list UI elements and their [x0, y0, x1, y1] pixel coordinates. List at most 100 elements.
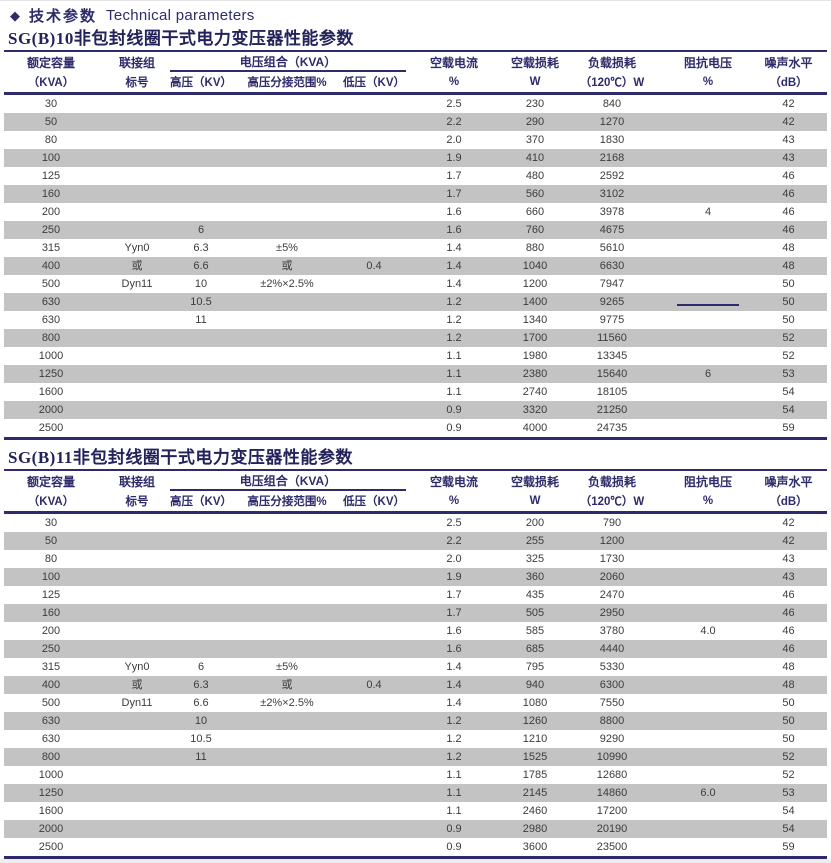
cell-kva: 500: [41, 697, 61, 709]
cell-pk: 9265: [599, 296, 625, 308]
cell-uk: [662, 568, 754, 586]
cell-hv: [176, 802, 226, 820]
header-noload-current: 空载电流: [429, 474, 478, 489]
cell-conn: [98, 514, 176, 532]
cell-lv: [348, 185, 400, 203]
cell-uk: [662, 838, 754, 856]
cell-kva: 80: [44, 134, 58, 146]
cell-i0: 0.9: [446, 404, 462, 416]
header-load-loss: 负载损耗: [587, 474, 636, 489]
cell-p0: 200: [525, 517, 545, 529]
cell-i0: 1.7: [446, 589, 462, 601]
cell-lv: [348, 766, 400, 784]
cell-noise: 48: [782, 661, 795, 673]
cell-conn: [98, 802, 176, 820]
header-noise-unit: （dB）: [769, 77, 808, 89]
cell-tap: [226, 167, 348, 185]
cell-lv: [348, 131, 400, 149]
cell-kva: 100: [41, 571, 61, 583]
cell-p0: 1210: [522, 733, 548, 745]
header-load-loss: 负载损耗: [587, 55, 636, 70]
cell-hv: [176, 95, 226, 113]
cell-uk: [662, 221, 754, 239]
cell-tap: [226, 586, 348, 604]
cell-tap: [226, 550, 348, 568]
cell-hv: 6: [197, 661, 205, 673]
cell-lv: [348, 712, 400, 730]
cell-lv: [348, 365, 400, 383]
cell-lv: [348, 383, 400, 401]
cell-conn: [98, 550, 176, 568]
cell-kva: 100: [41, 152, 61, 164]
cell-uk: [662, 383, 754, 401]
cell-pk: 9775: [599, 314, 625, 326]
cell-lv: [348, 802, 400, 820]
header-noise: 噪声水平: [764, 474, 813, 489]
cell-kva: 1600: [38, 386, 64, 398]
cell-uk: [662, 766, 754, 784]
cell-uk: [662, 329, 754, 347]
cell-kva: 400: [41, 679, 61, 691]
cell-kva: 125: [41, 170, 61, 182]
cell-i0: 1.7: [446, 170, 462, 182]
cell-kva: 1000: [38, 769, 64, 781]
cell-conn: Dyn11: [121, 278, 153, 290]
cell-hv: [176, 514, 226, 532]
cell-hv: [176, 185, 226, 203]
cell-tap: [226, 329, 348, 347]
cell-hv: 6.3: [193, 679, 209, 691]
table-row: 630 10.5 1.2 1210 9290 50: [4, 730, 827, 748]
table-row: 400 或 6.3 或 0.4 1.4 940 6300 48: [4, 676, 827, 694]
cell-p0: 230: [525, 98, 545, 110]
cell-p0: 1200: [522, 278, 548, 290]
cell-tap: [226, 622, 348, 640]
cell-pk: 5610: [599, 242, 625, 254]
cell-uk: [662, 239, 754, 257]
cell-conn: [98, 383, 176, 401]
cell-uk: 4.0: [700, 625, 716, 637]
cell-conn: [98, 712, 176, 730]
header-hv: 高压（KV）: [170, 496, 232, 508]
cell-lv: [348, 640, 400, 658]
cell-uk: [662, 167, 754, 185]
cell-uk: [662, 802, 754, 820]
cell-kva: 630: [41, 733, 61, 745]
cell-pk: 23500: [596, 841, 628, 853]
cell-tap: [226, 131, 348, 149]
cell-uk: [662, 275, 754, 293]
cell-lv: [348, 419, 400, 437]
cell-noise: 50: [782, 278, 795, 290]
cell-tap: [226, 568, 348, 586]
cell-p0: 435: [525, 589, 545, 601]
cell-uk: [662, 514, 754, 532]
header-tap-range: 高压分接范围%: [247, 77, 327, 89]
cell-hv: [176, 532, 226, 550]
cell-conn: [98, 748, 176, 766]
cell-uk: [662, 748, 754, 766]
cell-tap: ±2%×2.5%: [260, 278, 314, 290]
cell-p0: 1525: [522, 751, 548, 763]
cell-hv: [176, 401, 226, 419]
spec-table-sgb10: SG(B)10非包封线圈干式电力变压器性能参数 额定容量 联接组 电压组合（KV…: [4, 28, 827, 440]
diamond-bullet-icon: ◆: [10, 8, 20, 23]
table-row: 30 2.5 200 790 42: [4, 514, 827, 532]
cell-kva: 800: [41, 332, 61, 344]
cell-p0: 290: [525, 116, 545, 128]
cell-p0: 370: [525, 134, 545, 146]
cell-uk: [662, 257, 754, 275]
cell-tap: [226, 185, 348, 203]
cell-uk: [662, 640, 754, 658]
cell-lv: [348, 203, 400, 221]
cell-noise: 43: [782, 553, 795, 565]
cell-pk: 15640: [596, 368, 628, 380]
cell-kva: 800: [41, 751, 61, 763]
cell-uk: [662, 293, 754, 311]
cell-hv: 6.6: [193, 260, 209, 272]
cell-tap: ±5%: [276, 242, 298, 254]
cell-noise: 46: [782, 607, 795, 619]
cell-hv: [176, 131, 226, 149]
table-row: 1250 1.1 2145 14860 6.0 53: [4, 784, 827, 802]
cell-uk: [662, 419, 754, 437]
section-heading: ◆ 技术参数 Technical parameters: [0, 1, 831, 28]
cell-noise: 46: [782, 589, 795, 601]
